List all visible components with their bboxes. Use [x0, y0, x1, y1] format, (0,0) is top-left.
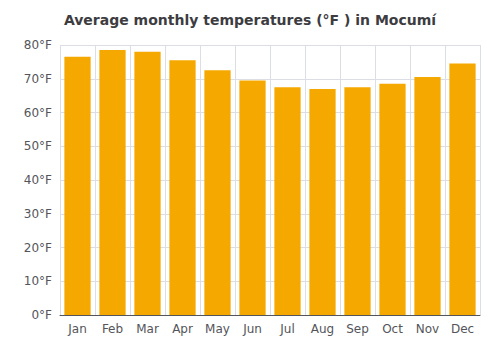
- svg-text:Aug: Aug: [311, 322, 334, 336]
- svg-text:Mar: Mar: [136, 322, 159, 336]
- svg-text:Apr: Apr: [172, 322, 193, 336]
- svg-text:80°F: 80°F: [24, 38, 52, 52]
- svg-text:50°F: 50°F: [24, 139, 52, 153]
- svg-text:60°F: 60°F: [24, 106, 52, 120]
- svg-text:May: May: [205, 322, 230, 336]
- svg-text:Feb: Feb: [102, 322, 123, 336]
- svg-text:Dec: Dec: [451, 322, 474, 336]
- svg-text:Average monthly temperatures (: Average monthly temperatures (°F ) in Mo…: [64, 12, 437, 28]
- svg-text:Jan: Jan: [67, 322, 87, 336]
- svg-text:30°F: 30°F: [24, 207, 52, 221]
- svg-text:70°F: 70°F: [24, 72, 52, 86]
- svg-text:Nov: Nov: [416, 322, 439, 336]
- svg-text:40°F: 40°F: [24, 173, 52, 187]
- svg-text:20°F: 20°F: [24, 241, 52, 255]
- svg-text:0°F: 0°F: [31, 308, 52, 322]
- svg-text:Oct: Oct: [382, 322, 403, 336]
- svg-text:Sep: Sep: [346, 322, 369, 336]
- svg-text:10°F: 10°F: [24, 274, 52, 288]
- svg-text:Jun: Jun: [242, 322, 262, 336]
- svg-text:Jul: Jul: [279, 322, 294, 336]
